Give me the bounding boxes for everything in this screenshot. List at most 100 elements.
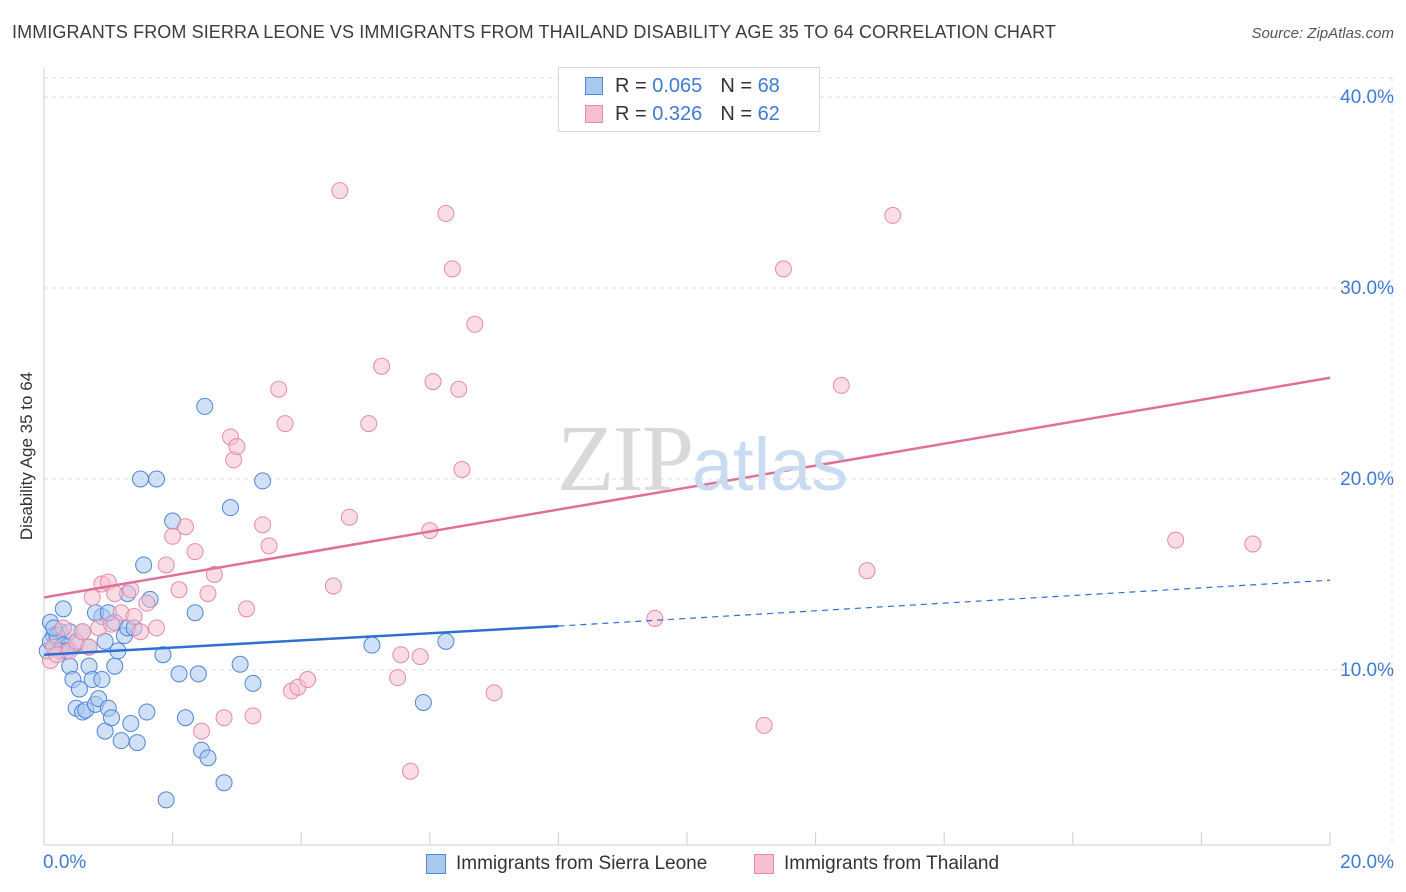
point-thailand — [193, 722, 211, 740]
point-sierra-leone — [103, 709, 121, 727]
point-thailand — [238, 600, 256, 618]
point-thailand — [443, 260, 461, 278]
point-sierra-leone — [135, 556, 153, 574]
point-thailand — [466, 315, 484, 333]
point-thailand — [411, 648, 429, 666]
trend-line-sierra-leone — [43, 624, 559, 656]
point-sierra-leone — [363, 636, 381, 654]
point-sierra-leone — [157, 791, 175, 809]
point-sierra-leone — [437, 632, 455, 650]
point-thailand — [392, 646, 410, 664]
point-sierra-leone — [106, 657, 124, 675]
x-tick-label-max: 20.0% — [1340, 852, 1394, 873]
point-sierra-leone — [128, 734, 146, 752]
point-thailand — [228, 438, 246, 456]
point-sierra-leone — [199, 749, 217, 767]
legend-r-value: 0.065 — [652, 74, 703, 97]
point-sierra-leone — [112, 732, 130, 750]
watermark-atlas: atlas — [692, 423, 849, 506]
point-sierra-leone — [231, 655, 249, 673]
point-thailand — [402, 762, 420, 780]
legend-n-value: 68 — [757, 74, 780, 97]
bottom-legend-label: Immigrants from Sierra Leone — [456, 853, 708, 874]
point-sierra-leone — [254, 472, 272, 490]
trend-line-sierra-leone-extension — [558, 579, 1331, 627]
point-sierra-leone — [93, 671, 111, 689]
point-thailand — [424, 373, 442, 391]
point-sierra-leone — [138, 703, 156, 721]
point-thailand — [360, 415, 378, 433]
y-tick-label-40: 40.0% — [1340, 87, 1394, 108]
point-thailand — [106, 585, 124, 603]
legend-row-thailand: R = 0.326 N = 62 — [585, 103, 780, 125]
watermark: ZIPatlas — [557, 405, 848, 513]
point-thailand — [131, 623, 149, 641]
legend-n-label: N = — [720, 74, 752, 97]
point-sierra-leone — [131, 470, 149, 488]
point-thailand — [331, 182, 349, 200]
point-thailand — [646, 609, 664, 627]
point-thailand — [205, 566, 223, 583]
point-thailand — [437, 205, 455, 223]
point-thailand — [270, 380, 288, 398]
point-thailand — [755, 716, 773, 734]
legend-swatch-blue — [585, 77, 603, 95]
point-thailand — [832, 376, 850, 394]
point-thailand — [774, 260, 792, 278]
y-axis-label: Disability Age 35 to 64 — [17, 371, 36, 541]
point-thailand — [340, 508, 358, 526]
legend-r-label: R = — [615, 74, 647, 97]
point-thailand — [138, 594, 156, 612]
point-sierra-leone — [154, 646, 172, 664]
trend-line-thailand — [43, 376, 1331, 599]
point-sierra-leone — [215, 774, 233, 792]
point-thailand — [83, 588, 101, 606]
y-tick-label-20: 20.0% — [1340, 469, 1394, 490]
y-tick-label-30: 30.0% — [1340, 278, 1394, 299]
bottom-legend-thailand[interactable]: Immigrants from Thailand — [754, 852, 999, 876]
point-thailand — [389, 669, 407, 687]
point-thailand — [260, 537, 278, 555]
point-sierra-leone — [244, 674, 262, 692]
point-sierra-leone — [196, 397, 214, 415]
legend-n-value: 62 — [757, 102, 780, 125]
point-thailand — [125, 608, 143, 626]
point-thailand — [186, 543, 204, 561]
watermark-zip: ZIP — [557, 407, 694, 511]
legend-n-label: N = — [720, 102, 752, 125]
x-tick-label-min: 0.0% — [43, 852, 87, 873]
point-thailand — [858, 562, 876, 580]
point-sierra-leone — [122, 714, 140, 732]
point-thailand — [74, 623, 92, 641]
point-thailand — [170, 581, 188, 599]
point-sierra-leone — [148, 470, 166, 488]
point-sierra-leone — [176, 709, 194, 727]
point-sierra-leone — [414, 693, 432, 711]
bottom-legend-sierra-leone[interactable]: Immigrants from Sierra Leone — [426, 852, 707, 876]
point-sierra-leone — [189, 665, 207, 683]
legend-row-sierra-leone: R = 0.065 N = 68 — [585, 75, 780, 97]
source-label: Source: ZipAtlas.com — [1251, 25, 1394, 42]
legend-swatch-pink — [585, 105, 603, 123]
point-thailand — [148, 619, 166, 637]
point-thailand — [254, 516, 272, 534]
point-thailand — [324, 577, 342, 595]
y-tick-label-10: 10.0% — [1340, 660, 1394, 681]
point-thailand — [485, 684, 503, 702]
point-thailand — [276, 415, 294, 433]
point-thailand — [884, 206, 902, 224]
point-thailand — [299, 671, 317, 689]
point-thailand — [450, 380, 468, 398]
point-thailand — [1244, 535, 1262, 553]
point-sierra-leone — [70, 680, 88, 698]
point-thailand — [176, 518, 194, 536]
correlation-legend: R = 0.065 N = 68 R = 0.326 N = 62 — [558, 67, 820, 132]
point-thailand — [199, 585, 217, 603]
bottom-legend-swatch-blue — [426, 854, 446, 874]
point-thailand — [215, 709, 233, 727]
legend-r-value: 0.326 — [652, 102, 703, 125]
point-thailand — [1167, 531, 1185, 549]
point-thailand — [373, 357, 391, 375]
point-thailand — [164, 527, 182, 545]
